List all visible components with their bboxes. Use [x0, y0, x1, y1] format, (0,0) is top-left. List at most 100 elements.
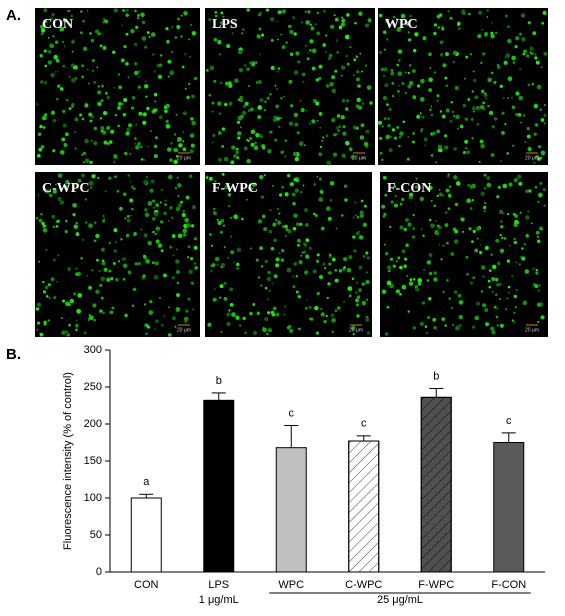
cell — [75, 183, 78, 186]
cell — [361, 300, 367, 306]
cell — [524, 215, 530, 220]
cell — [153, 206, 155, 209]
cell — [385, 134, 391, 140]
cell — [110, 129, 115, 134]
cell — [187, 256, 190, 259]
cell — [257, 13, 262, 17]
cell — [208, 94, 211, 97]
cell — [220, 11, 224, 15]
cell — [191, 94, 195, 99]
cell — [462, 103, 467, 108]
cell — [526, 134, 531, 139]
cell — [91, 69, 94, 72]
cell — [539, 156, 543, 160]
cell — [115, 241, 117, 243]
cell — [454, 229, 459, 234]
cell — [75, 267, 78, 270]
cell — [83, 331, 87, 335]
cell — [447, 173, 450, 176]
cell — [482, 275, 485, 278]
cell — [233, 153, 238, 159]
cell — [268, 229, 273, 234]
cell — [103, 140, 108, 145]
cell — [450, 101, 453, 104]
cell — [418, 282, 422, 286]
cell — [277, 125, 281, 129]
cell — [402, 120, 406, 124]
cell — [276, 20, 279, 23]
cell — [70, 77, 76, 83]
cell — [427, 316, 431, 320]
cell — [483, 186, 487, 190]
cell — [484, 245, 489, 250]
cell — [249, 311, 253, 316]
cell — [407, 71, 410, 75]
cell — [445, 188, 450, 193]
cell — [65, 330, 68, 333]
cell — [223, 246, 226, 249]
cell — [102, 18, 106, 21]
cell — [379, 151, 383, 155]
cell — [320, 190, 324, 194]
cell — [250, 107, 254, 112]
cell — [354, 298, 360, 303]
cell — [537, 144, 542, 149]
cell — [41, 115, 47, 121]
cell — [56, 98, 59, 101]
cell — [102, 219, 106, 223]
cell — [241, 110, 247, 116]
cell — [337, 129, 340, 132]
cell — [295, 290, 299, 294]
cell — [214, 10, 218, 14]
cell — [145, 175, 149, 179]
cell — [280, 33, 282, 36]
bar — [130, 497, 162, 573]
cell — [43, 320, 47, 325]
cell — [325, 34, 328, 37]
cell — [534, 123, 539, 127]
cell — [442, 290, 445, 293]
cell — [62, 18, 67, 22]
cell — [331, 330, 334, 334]
cell — [252, 303, 256, 306]
cell — [319, 145, 323, 149]
cell — [381, 158, 384, 161]
cell — [154, 319, 159, 324]
cell — [519, 32, 522, 36]
cell — [383, 117, 387, 121]
cell — [150, 130, 152, 132]
cell — [210, 244, 214, 247]
cell — [360, 199, 364, 203]
cell — [79, 31, 83, 35]
cell — [537, 289, 540, 292]
cell — [357, 216, 360, 219]
cell — [352, 216, 355, 219]
cell — [491, 277, 496, 281]
cell — [396, 125, 400, 129]
cell — [119, 206, 123, 211]
cell — [288, 121, 294, 126]
cell — [117, 102, 122, 106]
cell — [303, 207, 309, 213]
cell — [309, 49, 312, 52]
cell — [68, 303, 71, 306]
cell — [166, 40, 170, 44]
cell — [355, 303, 359, 307]
cell — [75, 328, 78, 332]
cell — [307, 51, 310, 54]
cell — [476, 301, 480, 306]
cell — [38, 260, 41, 263]
cell — [295, 222, 300, 227]
cell — [351, 277, 355, 280]
cell — [448, 297, 451, 300]
cell — [482, 144, 486, 148]
cell — [306, 57, 310, 61]
cell — [305, 223, 309, 227]
cell — [67, 267, 72, 272]
cell — [226, 43, 231, 49]
cell — [293, 32, 297, 36]
cell — [452, 323, 455, 326]
cell — [433, 23, 437, 27]
cell — [275, 116, 280, 121]
cell — [474, 248, 478, 253]
